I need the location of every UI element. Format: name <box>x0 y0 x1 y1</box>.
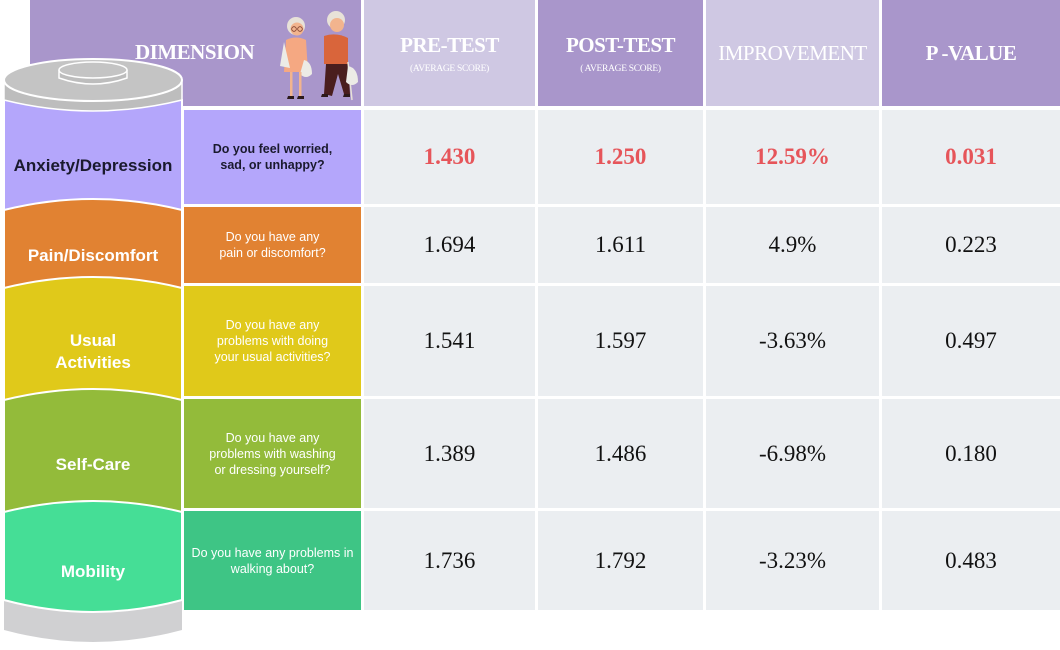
cell-p-value: 0.497 <box>882 286 1060 396</box>
header-dimension-label: DIMENSION <box>135 40 255 64</box>
cell-p-value: 0.031 <box>882 110 1060 204</box>
dimension-mobility: Mobility <box>60 562 126 581</box>
question-mobility: Do you have any problems in walking abou… <box>184 511 361 610</box>
dimension-anxiety-depression: Anxiety/Depression <box>13 156 173 175</box>
question-text: Do you feel worried, sad, or unhappy? <box>212 142 333 172</box>
cell-improvement: 4.9% <box>706 207 879 283</box>
question-self-care: Do you have any problems with washing or… <box>184 399 361 508</box>
cell-pre-test: 1.541 <box>364 286 535 396</box>
cell-post-test: 1.611 <box>538 207 703 283</box>
cell-p-value: 0.223 <box>882 207 1060 283</box>
header-pre-test-sublabel: (AVERAGE SCORE) <box>410 63 489 74</box>
dimension-pain-discomfort: Pain/Discomfort <box>27 246 159 265</box>
question-pain-discomfort: Do you have any pain or discomfort? <box>184 207 361 283</box>
dimension-usual-activities: Usual Activities <box>55 331 131 372</box>
cell-post-test: 1.486 <box>538 399 703 508</box>
header-post-test: POST-TEST ( AVERAGE SCORE) <box>538 0 703 106</box>
cell-p-value: 0.483 <box>882 511 1060 610</box>
cell-pre-test: 1.389 <box>364 399 535 508</box>
question-text: Do you have any pain or discomfort? <box>219 230 326 260</box>
question-text: Do you have any problems with washing or… <box>209 430 336 477</box>
header-post-test-label: POST-TEST <box>565 32 676 57</box>
header-pre-test: PRE-TEST (AVERAGE SCORE) <box>364 0 535 106</box>
header-p-value-label: P -VALUE <box>925 40 1017 65</box>
cell-pre-test: 1.430 <box>364 110 535 204</box>
cell-pre-test: 1.694 <box>364 207 535 283</box>
cell-pre-test: 1.736 <box>364 511 535 610</box>
cell-post-test: 1.250 <box>538 110 703 204</box>
cylinder-stack-graphic <box>3 58 183 642</box>
header-pre-test-label: PRE-TEST <box>400 32 499 57</box>
question-text: Do you have any problems with doing your… <box>214 318 331 364</box>
header-p-value: P -VALUE <box>882 0 1060 106</box>
question-text: Do you have any problems in walking abou… <box>191 545 354 576</box>
cell-improvement: -6.98% <box>706 399 879 508</box>
question-usual-activities: Do you have any problems with doing your… <box>184 286 361 396</box>
header-post-test-sublabel: ( AVERAGE SCORE) <box>580 63 661 74</box>
cell-post-test: 1.597 <box>538 286 703 396</box>
question-anxiety-depression: Do you feel worried, sad, or unhappy? <box>184 110 361 204</box>
cell-post-test: 1.792 <box>538 511 703 610</box>
cell-improvement: 12.59% <box>706 110 879 204</box>
cell-improvement: -3.63% <box>706 286 879 396</box>
header-improvement: IMPROVEMENT <box>706 0 879 106</box>
cell-p-value: 0.180 <box>882 399 1060 508</box>
header-improvement-label: IMPROVEMENT <box>718 40 867 65</box>
cell-improvement: -3.23% <box>706 511 879 610</box>
elderly-couple-illustration-icon <box>280 11 358 101</box>
dimension-self-care: Self-Care <box>55 455 131 474</box>
